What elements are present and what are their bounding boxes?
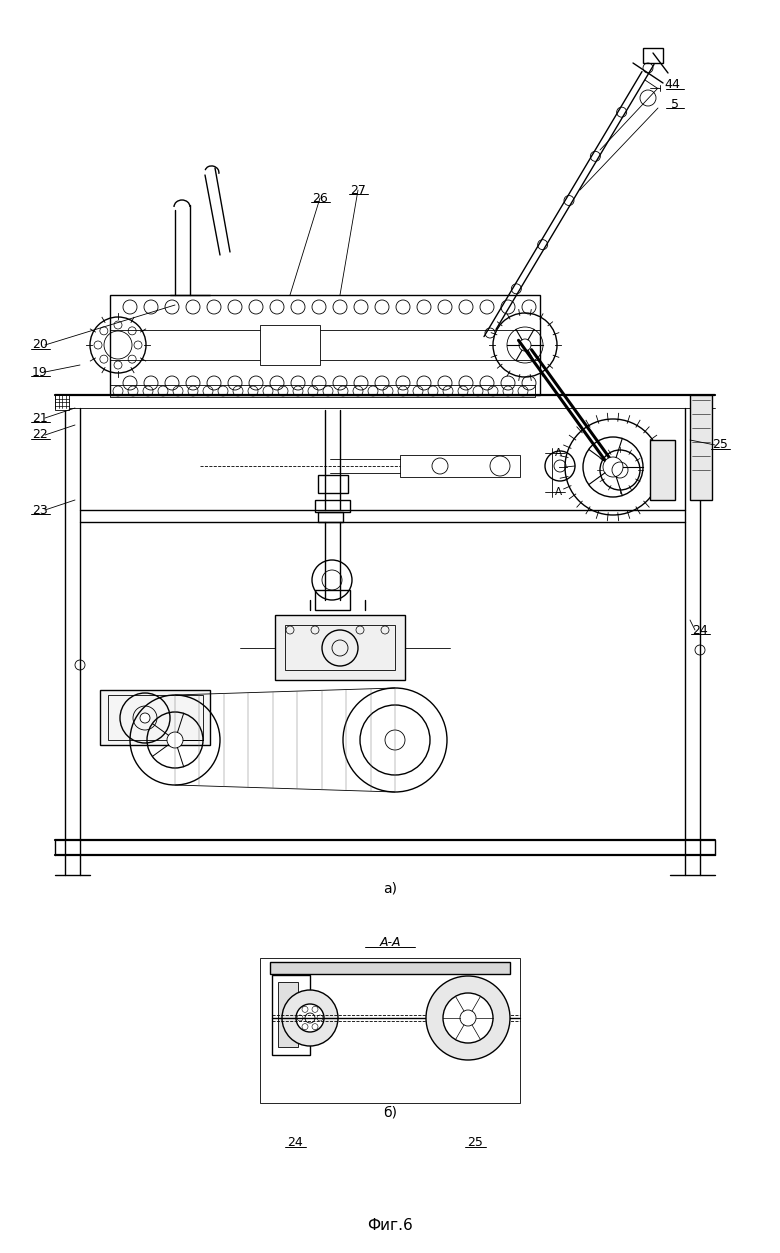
Text: Фиг.6: Фиг.6 xyxy=(367,1218,413,1233)
Circle shape xyxy=(443,992,493,1042)
Text: 4: 4 xyxy=(664,79,672,91)
Bar xyxy=(260,959,520,1103)
Text: 24: 24 xyxy=(287,1136,303,1149)
Circle shape xyxy=(460,1010,476,1026)
Circle shape xyxy=(305,1012,315,1022)
Text: А-А: А-А xyxy=(379,936,401,949)
Bar xyxy=(318,475,348,492)
Bar xyxy=(278,982,298,1048)
Text: 20: 20 xyxy=(32,338,48,352)
Bar xyxy=(275,615,405,680)
Bar xyxy=(318,512,343,523)
Circle shape xyxy=(519,340,531,351)
Text: 4: 4 xyxy=(671,79,679,91)
Bar xyxy=(260,325,320,365)
Bar xyxy=(55,395,69,410)
Circle shape xyxy=(603,457,623,477)
Bar xyxy=(110,385,535,397)
Bar xyxy=(110,294,540,395)
Text: б): б) xyxy=(383,1106,397,1120)
Text: 19: 19 xyxy=(32,366,48,378)
Text: 21: 21 xyxy=(32,411,48,425)
Text: А: А xyxy=(555,449,562,459)
Bar xyxy=(270,962,510,974)
Text: 26: 26 xyxy=(312,192,328,204)
Text: 25: 25 xyxy=(467,1136,483,1149)
Text: 5: 5 xyxy=(671,99,679,112)
Circle shape xyxy=(140,713,150,723)
Circle shape xyxy=(282,990,338,1046)
Bar xyxy=(400,455,520,477)
Circle shape xyxy=(385,730,405,751)
Bar xyxy=(108,695,203,741)
Circle shape xyxy=(426,976,510,1060)
Bar xyxy=(643,48,663,63)
Bar xyxy=(315,500,350,512)
Bar xyxy=(272,975,310,1055)
Text: а): а) xyxy=(383,881,397,895)
Text: 23: 23 xyxy=(32,504,48,516)
Bar xyxy=(315,590,350,610)
Text: 27: 27 xyxy=(350,183,366,197)
Circle shape xyxy=(167,732,183,748)
Bar xyxy=(690,395,712,500)
Text: А: А xyxy=(555,487,562,497)
Bar xyxy=(650,440,675,500)
Text: 25: 25 xyxy=(712,439,728,451)
Bar xyxy=(100,690,210,746)
Circle shape xyxy=(296,1004,324,1032)
Text: 22: 22 xyxy=(32,429,48,441)
Text: 24: 24 xyxy=(692,624,708,637)
Bar xyxy=(285,625,395,670)
